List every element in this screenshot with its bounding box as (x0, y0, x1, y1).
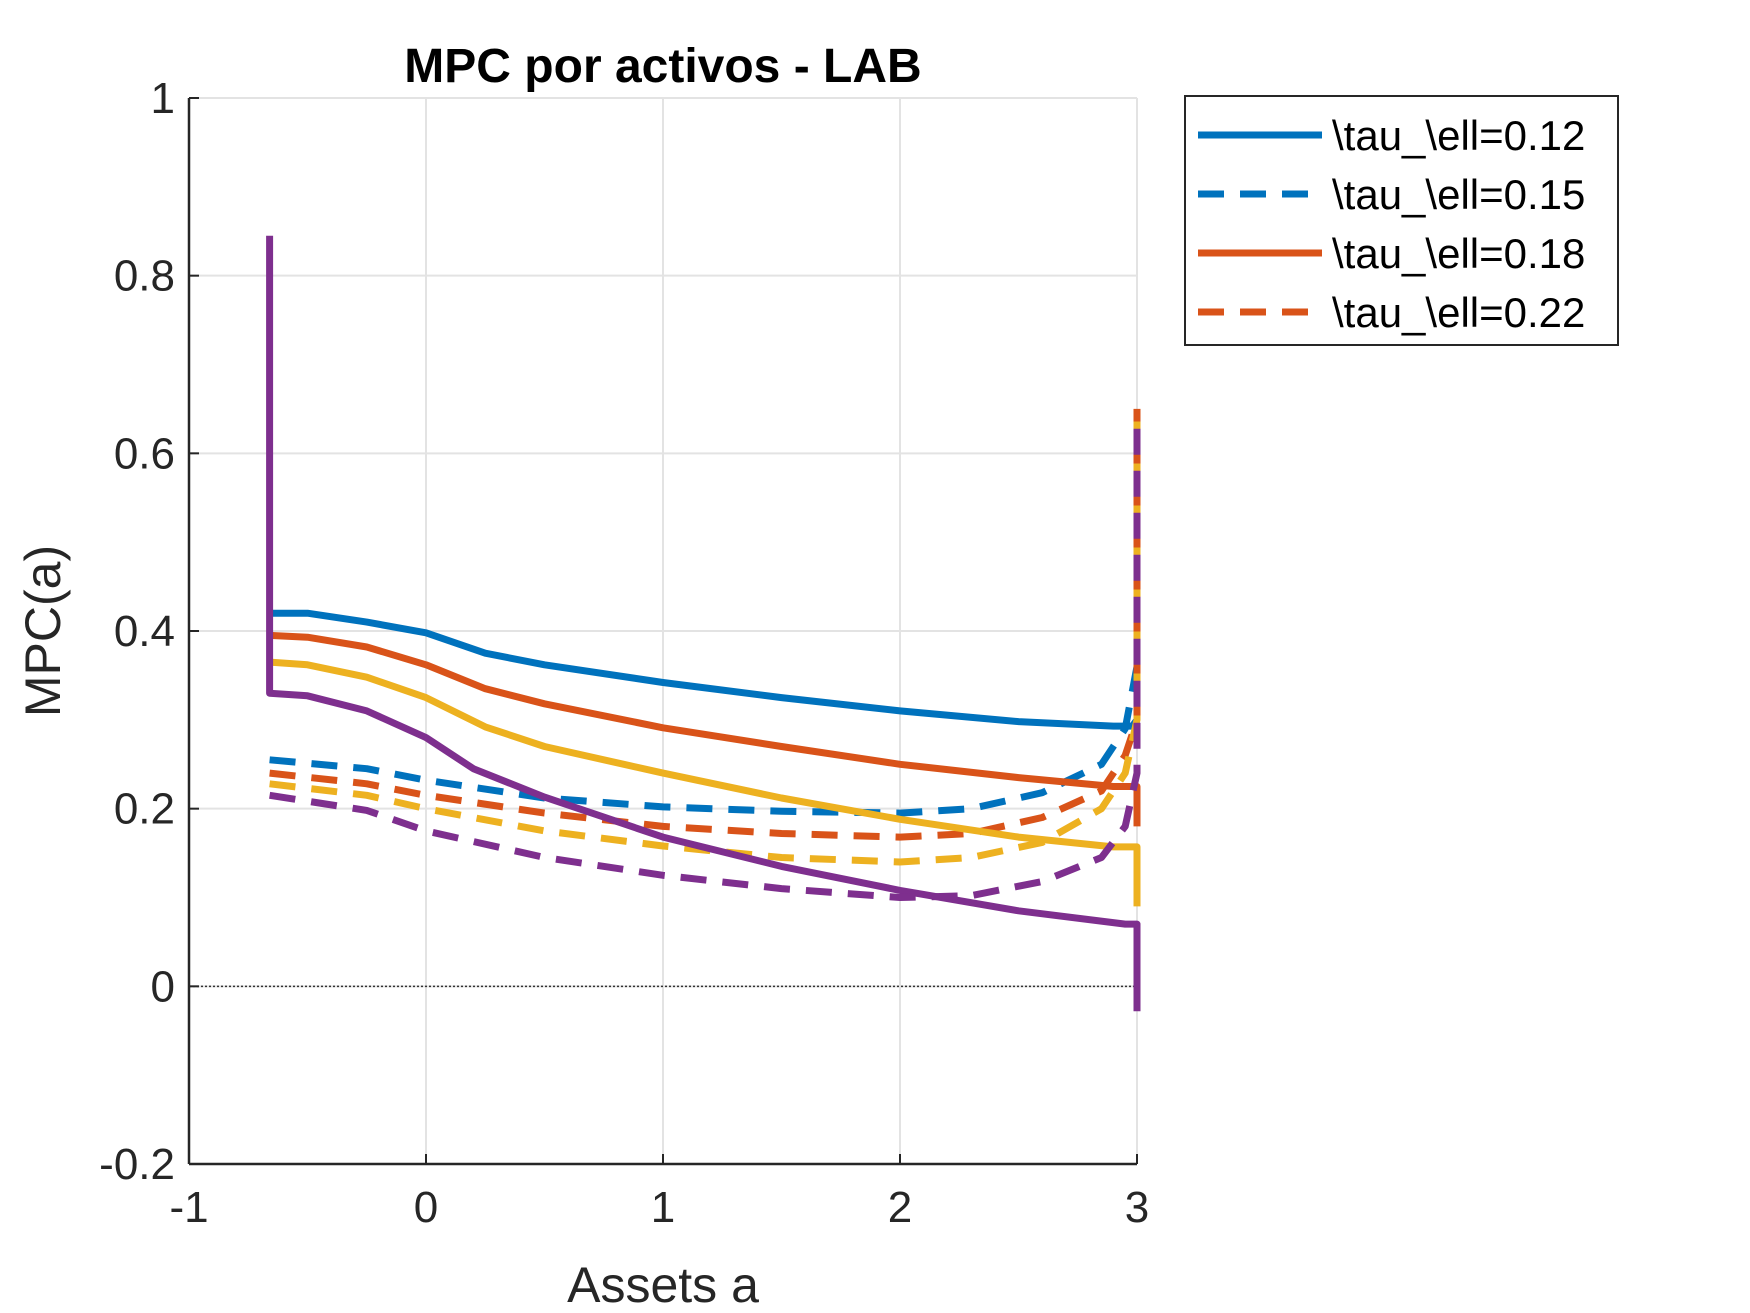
y-tick-label: 1 (151, 74, 175, 123)
legend-entry-label: \tau_\ell=0.18 (1332, 230, 1585, 277)
series-line-2 (269, 665, 1141, 817)
series-line-3 (269, 631, 1141, 827)
y-tick-label: 0 (151, 962, 175, 1011)
x-tick-label: -1 (169, 1183, 208, 1232)
chart-title: MPC por activos - LAB (404, 40, 921, 93)
series-line-6 (269, 417, 1141, 866)
series-line-8 (269, 426, 1141, 901)
x-axis-title: Assets a (567, 1257, 759, 1313)
legend-entry-label: \tau_\ell=0.22 (1332, 289, 1585, 336)
legend-entry-label: \tau_\ell=0.15 (1332, 171, 1585, 218)
legend-entry-label: \tau_\ell=0.12 (1332, 112, 1585, 159)
y-tick-labels: -0.2 0 0.2 0.4 0.6 0.8 1 (99, 74, 175, 1189)
x-tick-label: 0 (414, 1183, 438, 1232)
series-line-4 (269, 408, 1141, 841)
legend: \tau_\ell=0.12 \tau_\ell=0.15 \tau_\ell=0.… (1184, 95, 1619, 346)
y-tick-label: 0.6 (114, 429, 175, 478)
series-line-7 (266, 235, 1141, 1012)
x-tick-labels: -1 0 1 2 3 (169, 1183, 1149, 1232)
series-line-1 (269, 609, 1140, 730)
x-tick-label: 1 (651, 1183, 675, 1232)
y-tick-label: 0.4 (114, 607, 175, 656)
y-tick-label: -0.2 (99, 1140, 175, 1189)
plot-axes: -1 0 1 2 3 -0.2 0 0.2 0.4 0.6 0.8 1 (99, 74, 1149, 1232)
y-tick-label: 0.8 (114, 252, 175, 301)
y-axis-title: MPC(a) (15, 545, 71, 717)
axis-ticks (188, 97, 1138, 1165)
y-tick-label: 0.2 (114, 785, 175, 834)
x-tick-label: 3 (1125, 1183, 1149, 1232)
series-layer (266, 235, 1141, 1012)
x-tick-label: 2 (888, 1183, 912, 1232)
